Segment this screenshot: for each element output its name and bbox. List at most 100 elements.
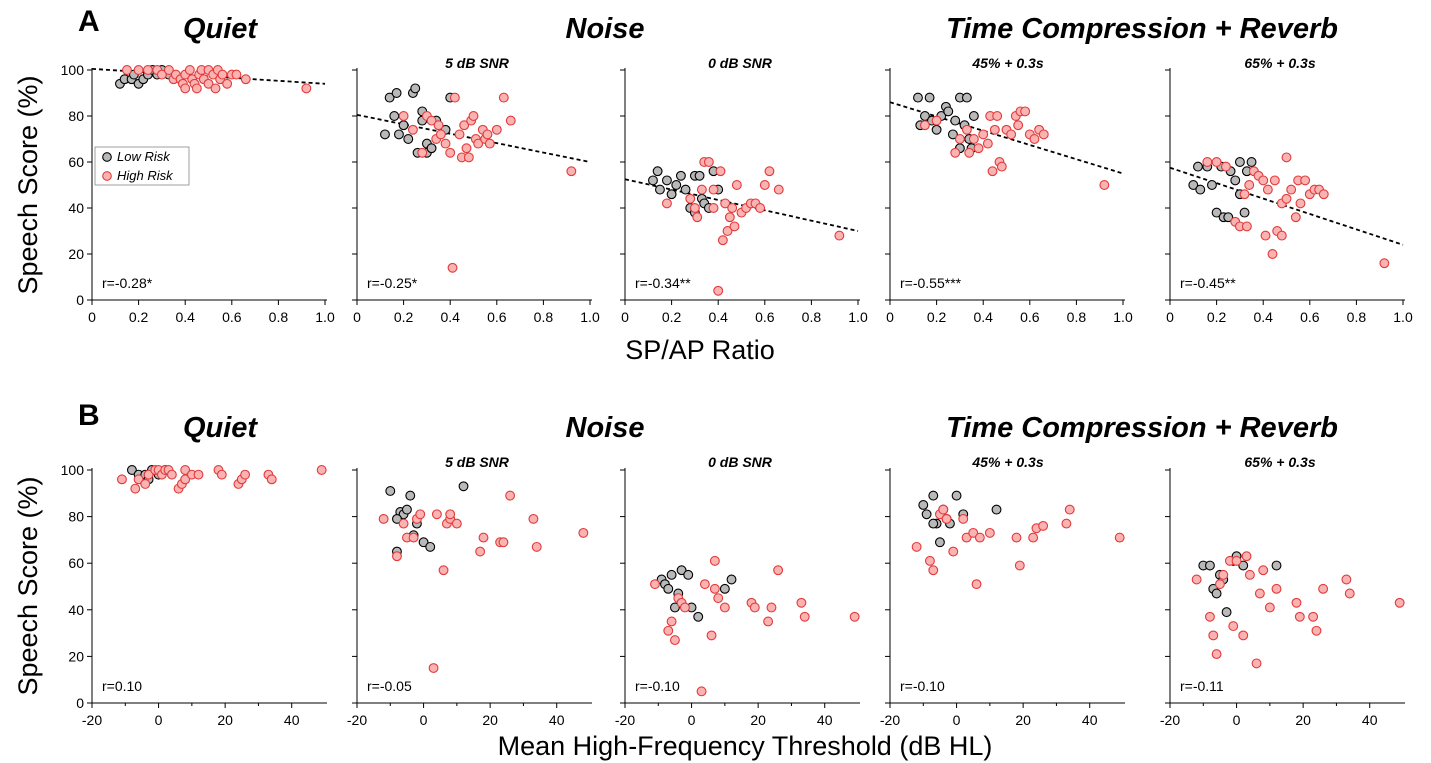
point-high-risk (498, 92, 509, 103)
point-high-risk (696, 184, 707, 195)
point-high-risk (156, 69, 167, 80)
point-high-risk (834, 230, 845, 241)
point-high-risk (231, 69, 242, 80)
point-high-risk (1344, 588, 1355, 599)
regression-line-a4 (889, 101, 1124, 175)
point-low-risk (1234, 157, 1245, 167)
point-high-risk (1228, 621, 1239, 632)
x-tick-label-b5: -20 (1160, 712, 1180, 728)
point-high-risk (708, 184, 719, 195)
point-low-risk (418, 537, 429, 548)
point-high-risk (428, 663, 439, 673)
title-tcr-b: Time Compression + Reverb (946, 412, 1338, 444)
x-tick-label-a3: 1.0 (848, 309, 868, 325)
x-tick-label-a2: 0.8 (534, 309, 554, 325)
point-high-risk (663, 625, 674, 636)
point-high-risk (729, 221, 740, 232)
point-high-risk (408, 532, 419, 543)
point-high-risk (763, 616, 774, 627)
title-noise-b: Noise (566, 412, 645, 444)
point-high-risk (1011, 532, 1022, 543)
point-high-risk (468, 111, 479, 121)
point-high-risk (982, 138, 993, 149)
point-high-risk (1244, 569, 1255, 580)
point-high-risk (1038, 520, 1049, 531)
point-high-risk (958, 513, 969, 524)
point-high-risk (731, 180, 742, 190)
point-high-risk (708, 203, 719, 213)
correlation-label-a3: r=-0.34** (635, 275, 691, 291)
point-high-risk (1318, 189, 1329, 200)
x-tick-label-b1: 40 (284, 712, 300, 728)
point-high-risk (773, 184, 784, 195)
point-high-risk (222, 78, 233, 89)
point-high-risk (971, 579, 982, 590)
x-tick-label-a4: 0.6 (1020, 309, 1040, 325)
point-high-risk (713, 285, 724, 296)
point-high-risk (766, 602, 777, 613)
point-high-risk (749, 602, 760, 613)
point-high-risk (699, 579, 710, 590)
x-tick-label-a3: 0 (621, 309, 629, 325)
point-high-risk (426, 115, 437, 126)
point-high-risk (475, 546, 486, 557)
point-low-risk (675, 170, 686, 181)
x-tick-label-b5: 40 (1362, 712, 1378, 728)
point-high-risk (1294, 611, 1305, 622)
point-high-risk (445, 509, 456, 520)
point-high-risk (1020, 106, 1031, 117)
point-high-risk (191, 83, 202, 94)
x-tick-label-a3: 0.8 (802, 309, 822, 325)
x-tick-label-b4: -20 (880, 712, 900, 728)
y-tick-label-b1: 100 (61, 462, 85, 478)
point-high-risk (938, 504, 949, 515)
point-high-risk (431, 509, 442, 520)
point-high-risk (724, 212, 735, 223)
point-high-risk (528, 513, 539, 524)
x-tick-label-a1: 0.2 (129, 309, 149, 325)
point-high-risk (919, 120, 930, 131)
point-high-risk (1238, 630, 1249, 641)
point-high-risk (1394, 597, 1405, 608)
point-high-risk (1028, 532, 1039, 543)
point-high-risk (650, 579, 660, 590)
point-high-risk (378, 513, 389, 524)
point-high-risk (722, 226, 733, 236)
point-high-risk (1239, 189, 1250, 200)
point-high-risk (717, 235, 728, 246)
point-high-risk (217, 69, 228, 80)
point-low-risk (1211, 207, 1222, 218)
point-high-risk (1241, 221, 1252, 232)
point-high-risk (142, 65, 153, 75)
point-low-risk (968, 111, 979, 121)
point-low-risk (403, 134, 414, 144)
point-high-risk (1202, 157, 1213, 167)
point-high-risk (968, 527, 979, 538)
plot-a1: 0 20 40 60 80 100 0 0.2 0.4 0.6 0.8 1.0 r=-0.28* (61, 62, 335, 325)
x-tick-label-a4: 0.8 (1067, 309, 1087, 325)
point-high-risk (121, 65, 132, 75)
y-tick-label-a1: 60 (68, 154, 84, 170)
point-high-risk (240, 469, 251, 480)
point-high-risk (1208, 630, 1219, 641)
point-high-risk (666, 616, 677, 627)
point-low-risk (928, 518, 939, 529)
x-tick-label-a5: 0.8 (1347, 309, 1367, 325)
point-high-risk (669, 635, 680, 646)
point-low-risk (1193, 161, 1203, 172)
point-low-risk (1221, 607, 1232, 618)
point-high-risk (1379, 258, 1390, 269)
point-high-risk (193, 469, 204, 480)
point-high-risk (984, 527, 995, 538)
point-high-risk (764, 166, 775, 177)
x-tick-label-a2: 0 (353, 309, 361, 325)
point-high-risk (133, 65, 144, 75)
correlation-label-b1: r=0.10 (102, 678, 142, 694)
point-high-risk (849, 611, 860, 622)
legend-marker-high (102, 171, 112, 181)
point-high-risk (773, 565, 784, 576)
point-high-risk (755, 203, 766, 213)
point-high-risk (1204, 611, 1215, 622)
point-high-risk (720, 198, 731, 209)
point-high-risk (941, 513, 952, 524)
